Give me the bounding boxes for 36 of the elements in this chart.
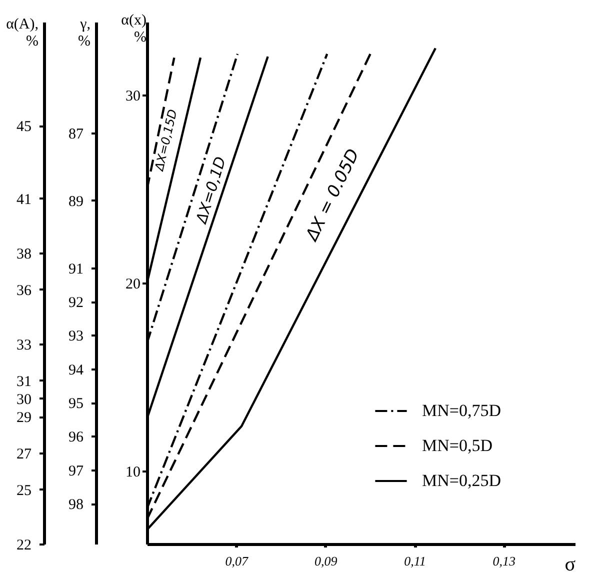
y3-tick-label: 33	[16, 337, 32, 354]
y3-tick-label: 25	[16, 482, 32, 499]
y-tick-label: 10	[126, 464, 140, 480]
y2-axis-title: γ, %	[78, 16, 90, 50]
y2-tick-label: 87	[68, 126, 84, 143]
y2-tick-label: 92	[68, 295, 84, 312]
y3-axis-title: α(A), %	[6, 16, 38, 50]
y3-tick-label: 30	[16, 392, 32, 408]
y3-tick-label: 36	[16, 282, 32, 299]
y3-tick-label: 29	[16, 410, 32, 426]
y2-tick-label: 98	[68, 497, 84, 514]
x-axis-title: σ	[564, 554, 576, 576]
y3-tick-label: 22	[16, 538, 32, 554]
y2-tick-label: 96	[68, 430, 84, 446]
legend-label: MN=0,75D	[422, 401, 502, 420]
y2-tick-label: 93	[68, 328, 84, 345]
y3-tick-label: 41	[16, 192, 32, 208]
x-tick-label: 0,13	[492, 554, 516, 568]
y2-tick-label: 89	[68, 194, 84, 210]
y2-tick-label: 97	[68, 463, 84, 480]
x-tick-label: 0,07	[225, 554, 249, 568]
y3-tick-label: 31	[16, 374, 32, 390]
legend-label: MN=0,5D	[422, 436, 493, 455]
y3-tick-label: 45	[16, 119, 32, 136]
y-axis-title: α(x) %	[121, 12, 146, 46]
y-tick-label: 20	[126, 276, 140, 292]
y-tick-label: 30	[126, 88, 140, 105]
y3-tick-label: 38	[16, 246, 32, 262]
x-tick-label: 0,09	[314, 554, 338, 568]
x-tick-label: 0,11	[404, 554, 426, 568]
y2-tick-label: 91	[68, 261, 84, 278]
legend-label: MN=0,25D	[422, 471, 502, 490]
annotation: ΔX = 0.05D	[301, 146, 364, 246]
y2-tick-label: 95	[68, 396, 84, 412]
y2-tick-label: 94	[68, 362, 84, 378]
y3-tick-label: 27	[16, 446, 32, 463]
